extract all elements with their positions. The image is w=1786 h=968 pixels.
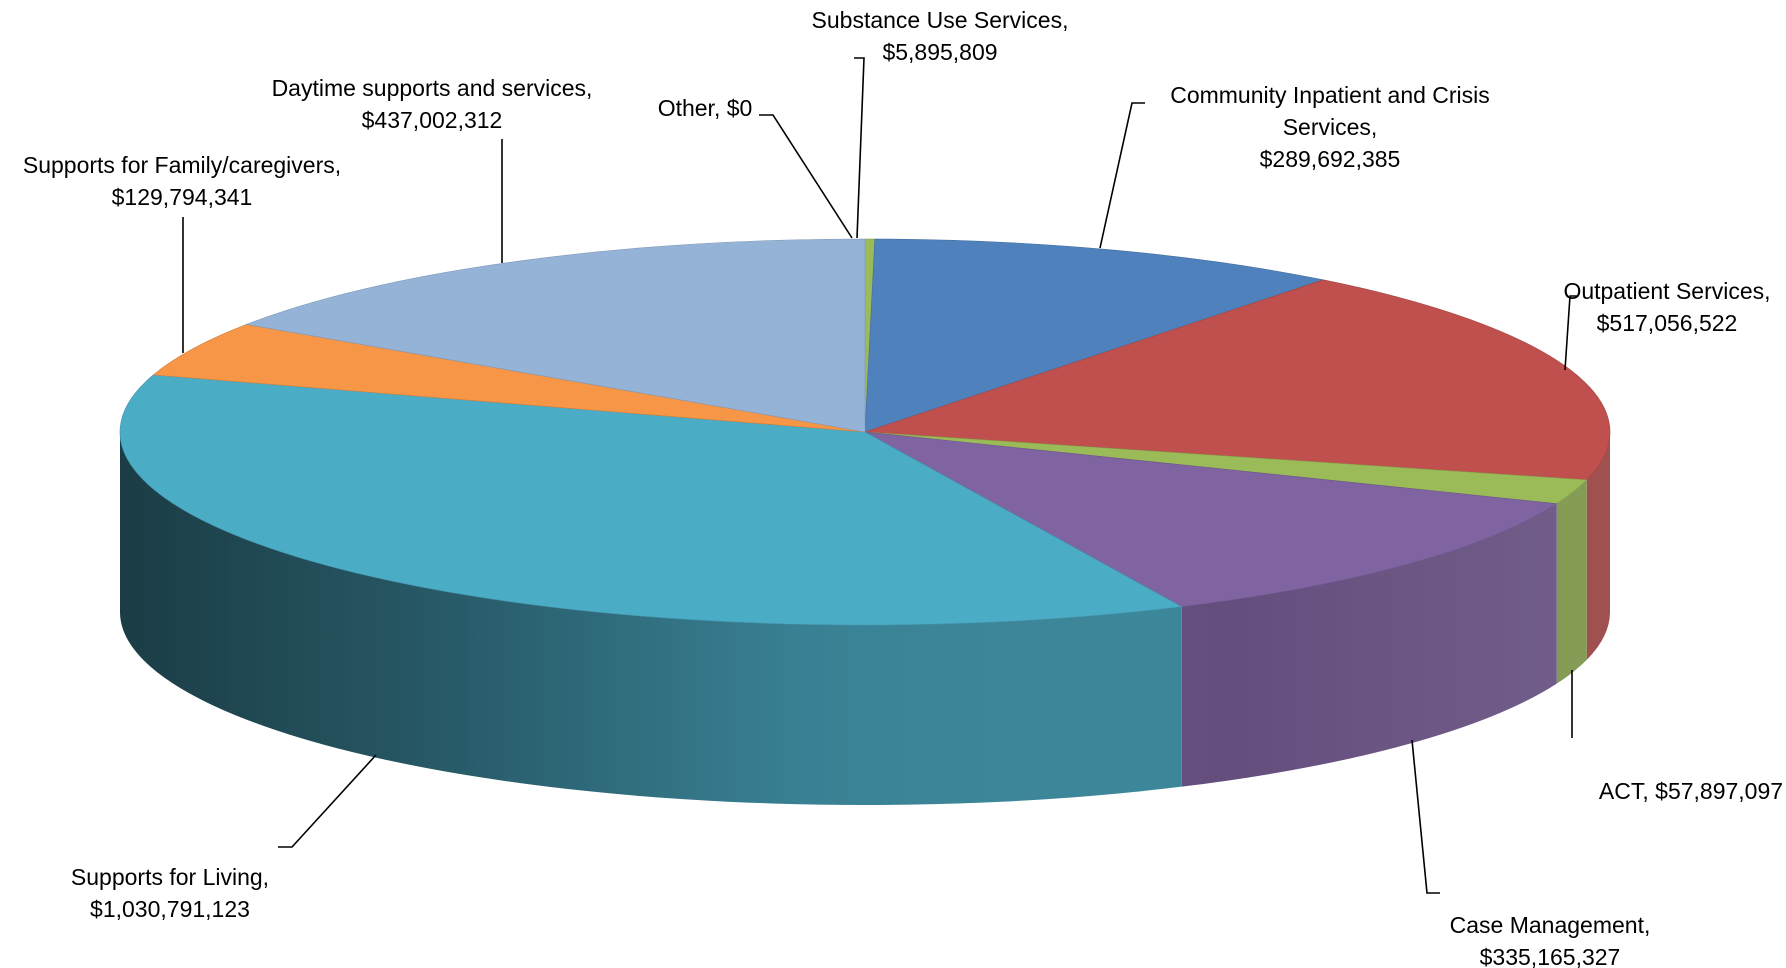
- label-act: ACT, $57,897,097: [1599, 778, 1783, 804]
- label-line-daytime-supports-and-services-1: $437,002,312: [362, 107, 503, 133]
- label-supports-for-living: Supports for Living, $1,030,791,123: [71, 864, 269, 922]
- label-line-substance-use-services-1: $5,895,809: [882, 39, 997, 65]
- side-shading: [120, 432, 1610, 805]
- label-supports-for-family-caregivers: Supports for Family/caregivers, $129,794,…: [23, 152, 341, 210]
- label-line-community-inpatient-and-crisis-services-0: Community Inpatient and Crisis: [1170, 82, 1490, 108]
- label-substance-use-services: Substance Use Services, $5,895,809: [812, 7, 1069, 65]
- leader-other: [759, 114, 853, 239]
- leader-supports-for-living: [278, 754, 377, 848]
- label-line-substance-use-services-0: Substance Use Services,: [812, 7, 1069, 33]
- label-line-daytime-supports-and-services-0: Daytime supports and services,: [272, 75, 593, 101]
- label-daytime-supports-and-services: Daytime supports and services, $437,002,3…: [272, 75, 593, 133]
- label-line-case-management-0: Case Management,: [1450, 912, 1651, 938]
- leader-outpatient-services: [1564, 295, 1578, 371]
- label-case-management: Case Management, $335,165,327: [1450, 912, 1651, 968]
- pie-tops: [119, 238, 1611, 626]
- leader-lines: [182, 57, 1578, 894]
- leader-community-inpatient-and-crisis-services: [1099, 102, 1145, 249]
- slice-supports-for-living: [119, 374, 1183, 626]
- label-line-supports-for-living-0: Supports for Living,: [71, 864, 269, 890]
- slice-outpatient-services: [864, 279, 1611, 481]
- label-line-act-0: ACT, $57,897,097: [1599, 778, 1783, 804]
- slice-community-inpatient-and-crisis-services: [864, 238, 1325, 433]
- label-line-case-management-1: $335,165,327: [1480, 944, 1621, 968]
- slice-daytime-supports-and-services: [245, 238, 866, 433]
- label-other: Other, $0: [658, 95, 753, 121]
- slice-labels: Substance Use Services, $5,895,809 Communi…: [23, 7, 1783, 968]
- slice-supports-for-family-caregivers: [152, 324, 866, 433]
- leader-substance-use-services: [854, 57, 865, 239]
- label-line-outpatient-services-1: $517,056,522: [1597, 310, 1738, 336]
- slice-case-management: [864, 431, 1558, 607]
- leader-case-management: [1411, 739, 1440, 894]
- label-line-community-inpatient-and-crisis-services-1: Services,: [1283, 114, 1378, 140]
- label-line-supports-for-family-caregivers-1: $129,794,341: [112, 184, 253, 210]
- label-outpatient-services: Outpatient Services, $517,056,522: [1563, 278, 1770, 336]
- label-line-supports-for-living-1: $1,030,791,123: [90, 896, 250, 922]
- label-line-supports-for-family-caregivers-0: Supports for Family/caregivers,: [23, 152, 341, 178]
- label-line-community-inpatient-and-crisis-services-2: $289,692,385: [1260, 146, 1401, 172]
- label-community-inpatient-and-crisis-services: Community Inpatient and Crisis Services, $…: [1170, 82, 1490, 172]
- label-line-other-0: Other, $0: [658, 95, 753, 121]
- pie-sides: [120, 432, 1610, 806]
- label-line-outpatient-services-0: Outpatient Services,: [1563, 278, 1770, 304]
